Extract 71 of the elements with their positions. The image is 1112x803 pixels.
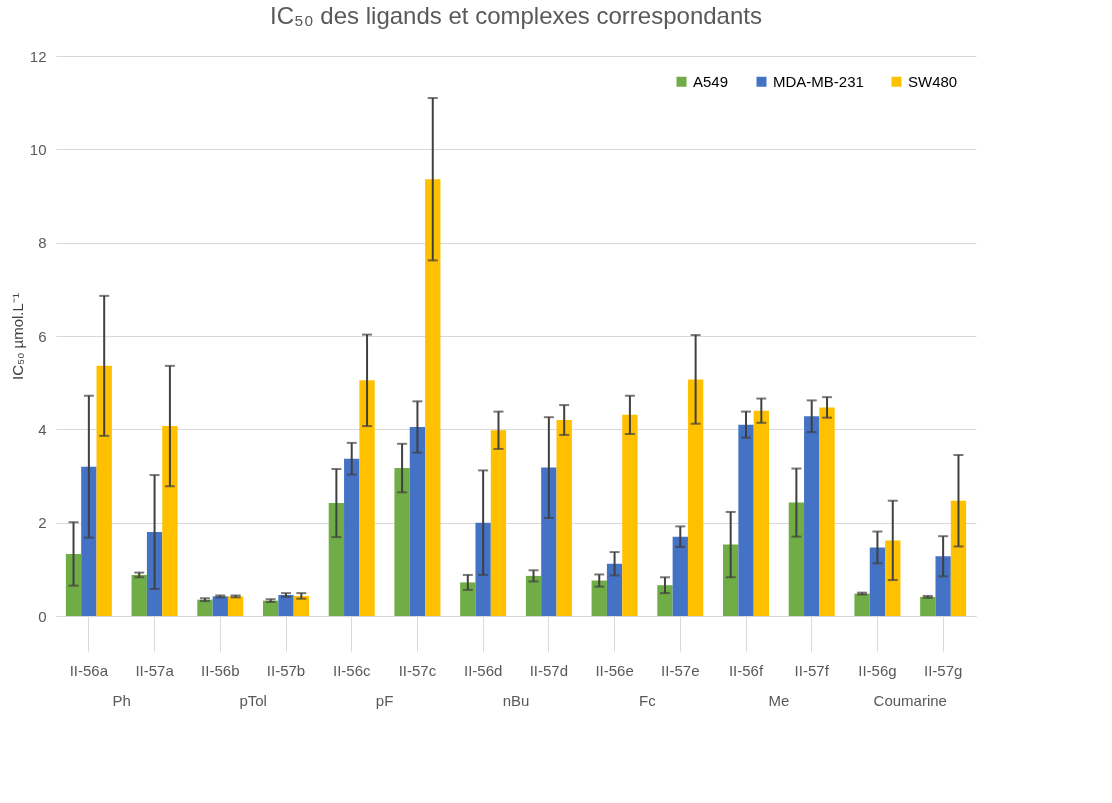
bar — [460, 582, 476, 616]
legend-label: MDA-MB-231 — [773, 72, 864, 90]
bar — [869, 547, 886, 616]
y-axis-title: IC₅₀ µmol.L⁻¹ — [8, 293, 26, 380]
bar — [490, 430, 507, 616]
bar — [935, 556, 951, 616]
x-tick-label: II-57g — [923, 661, 963, 679]
bar — [425, 179, 441, 616]
bar — [278, 595, 294, 616]
y-tick-label: 8 — [38, 234, 47, 252]
chart-title: IC₅₀ des ligands et complexes correspondants — [270, 2, 762, 29]
bar — [687, 379, 704, 616]
bar — [738, 424, 754, 616]
bar — [475, 522, 491, 616]
legend-label: SW480 — [908, 72, 958, 90]
bar — [409, 427, 426, 616]
bar — [622, 414, 638, 616]
x-tick-label: II-56a — [69, 661, 109, 679]
x-tick-label: II-57e — [661, 661, 700, 679]
x-tick-label: II-56g — [858, 661, 897, 679]
bar — [556, 420, 572, 616]
y-tick-label: 6 — [38, 327, 47, 345]
bar — [394, 468, 410, 616]
x-tick-label: II-56c — [332, 661, 371, 679]
bar — [212, 596, 228, 616]
x-tick-label: II-57b — [266, 661, 306, 679]
bar — [950, 500, 967, 616]
y-tick-label: 12 — [29, 47, 47, 65]
text: pF — [375, 692, 394, 709]
bar — [227, 596, 244, 616]
bar — [359, 380, 375, 616]
text: Ph — [112, 692, 131, 709]
bar — [804, 416, 820, 616]
bar — [788, 502, 805, 616]
bar — [96, 365, 112, 616]
text: Coumarine — [873, 692, 947, 709]
text: nBu — [502, 692, 530, 709]
x-tick-label: II-56d — [463, 661, 503, 679]
bar — [672, 536, 688, 616]
bar — [344, 458, 360, 616]
bar — [657, 585, 673, 616]
text: Fc — [639, 692, 657, 709]
legend-label: A549 — [693, 72, 729, 90]
y-tick-label: 2 — [38, 514, 47, 532]
text: pTol — [239, 692, 267, 709]
bar — [606, 563, 623, 616]
bar — [591, 580, 607, 616]
bar — [854, 593, 870, 616]
x-tick-label: II-57d — [529, 661, 569, 679]
x-tick-label: II-56f — [728, 661, 764, 679]
bar — [885, 540, 901, 616]
y-tick-label: 10 — [29, 140, 47, 158]
bar — [162, 426, 178, 616]
bar — [920, 596, 936, 616]
bar — [753, 410, 769, 616]
y-tick-label: 0 — [38, 607, 47, 625]
x-tick-label: II-56b — [201, 661, 240, 679]
bar — [723, 544, 739, 616]
bar — [541, 467, 557, 616]
text: Me — [768, 692, 790, 709]
x-tick-label: II-57c — [398, 661, 437, 679]
bar — [263, 600, 279, 616]
bar — [197, 599, 213, 616]
x-tick-label: II-56e — [595, 661, 634, 679]
bar — [525, 575, 542, 616]
bar — [328, 503, 345, 616]
y-tick-label: 4 — [38, 420, 47, 438]
bar — [819, 407, 835, 616]
bar — [81, 466, 97, 616]
x-tick-label: II-57f — [794, 661, 830, 679]
x-tick-label: II-57a — [135, 661, 175, 679]
